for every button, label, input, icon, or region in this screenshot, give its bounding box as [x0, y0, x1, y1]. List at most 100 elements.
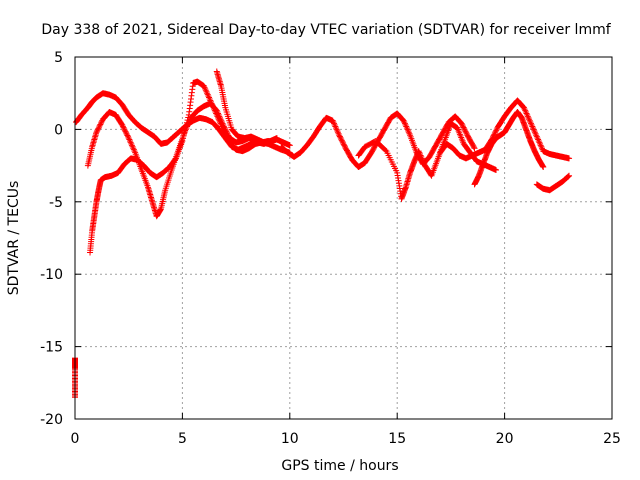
data-point [463, 129, 470, 136]
data-point [207, 97, 214, 104]
data-point [524, 111, 531, 118]
data-point [273, 135, 280, 142]
data-point [225, 136, 232, 143]
data-point [95, 125, 102, 132]
y-tick-label: -10 [40, 267, 63, 283]
series-arc-3 [87, 78, 293, 256]
data-point [523, 110, 530, 117]
data-point [128, 140, 135, 147]
data-point [130, 146, 137, 153]
data-point [470, 144, 477, 151]
x-axis-label: GPS time / hours [281, 458, 398, 474]
data-point [340, 141, 347, 148]
data-point [402, 122, 409, 129]
data-point [529, 124, 536, 131]
data-point [206, 94, 213, 101]
x-tick-label: 25 [603, 431, 621, 447]
data-point [182, 124, 189, 131]
x-tick-label: 15 [388, 431, 406, 447]
series-arc-8 [471, 109, 547, 188]
data-point [403, 123, 410, 130]
data-point [120, 124, 127, 131]
data-point [202, 85, 209, 92]
series-arc-4 [213, 68, 280, 146]
data-point [334, 127, 341, 134]
data-point [214, 113, 221, 120]
data-point [218, 122, 225, 129]
data-point [129, 143, 136, 150]
data-point [213, 111, 220, 118]
data-point [535, 136, 542, 143]
data-point [415, 148, 422, 155]
data-point [184, 117, 191, 124]
data-point [97, 121, 104, 128]
data-point [341, 142, 348, 149]
data-point [565, 173, 572, 180]
data-point [420, 159, 427, 166]
data-point [330, 119, 337, 126]
data-point [528, 120, 535, 127]
data-point [338, 137, 345, 144]
data-point [130, 145, 137, 152]
data-point [401, 120, 408, 127]
data-point [416, 151, 423, 158]
data-point [461, 125, 468, 132]
data-point [215, 116, 222, 123]
data-point [224, 135, 231, 142]
data-point [491, 131, 498, 138]
series-arc-2 [84, 100, 272, 220]
data-point [221, 129, 228, 136]
data-point [208, 100, 215, 107]
data-point [179, 137, 186, 144]
data-point [207, 98, 214, 105]
data-point [418, 153, 425, 160]
data-point [217, 120, 224, 127]
series-arc-6 [355, 120, 500, 202]
data-point [204, 90, 211, 97]
data-point [461, 127, 468, 134]
data-point [405, 129, 412, 136]
data-point [223, 132, 230, 139]
data-point [216, 117, 223, 124]
data-point [127, 139, 134, 146]
series-arc-9 [533, 172, 573, 194]
data-point [97, 120, 104, 127]
data-point [220, 126, 227, 133]
data-point [533, 133, 540, 140]
data-point [209, 101, 216, 108]
y-tick-label: 0 [54, 122, 63, 138]
data-point [526, 117, 533, 124]
data-point [333, 126, 340, 133]
data-point [460, 124, 467, 131]
data-point [532, 130, 539, 137]
data-point [535, 137, 542, 144]
data-point [536, 139, 543, 146]
data-point [181, 130, 188, 137]
y-tick-label: -5 [49, 195, 63, 211]
data-point [331, 120, 338, 127]
data-point [538, 143, 545, 150]
data-point [204, 91, 211, 98]
data-point [219, 124, 226, 131]
grid [75, 57, 612, 419]
series-arc-7 [437, 97, 573, 162]
x-tick-label: 0 [71, 431, 80, 447]
x-tick-label: 20 [496, 431, 514, 447]
data-point [224, 134, 231, 141]
data-point [527, 119, 534, 126]
data-point [417, 152, 424, 159]
data-point [209, 103, 216, 110]
data-point [123, 131, 130, 138]
data-point [220, 127, 227, 134]
data-point [128, 142, 135, 149]
data-point [566, 172, 573, 179]
data-point [382, 147, 389, 154]
data-point [406, 130, 413, 137]
data-point [493, 127, 500, 134]
data-point [122, 128, 129, 135]
y-tick-labels: 5 0 -5 -10 -15 -20 [40, 50, 63, 428]
data-point [463, 131, 470, 138]
chart-title: Day 338 of 2021, Sidereal Day-to-day VTE… [41, 22, 611, 38]
data-point [329, 117, 336, 124]
